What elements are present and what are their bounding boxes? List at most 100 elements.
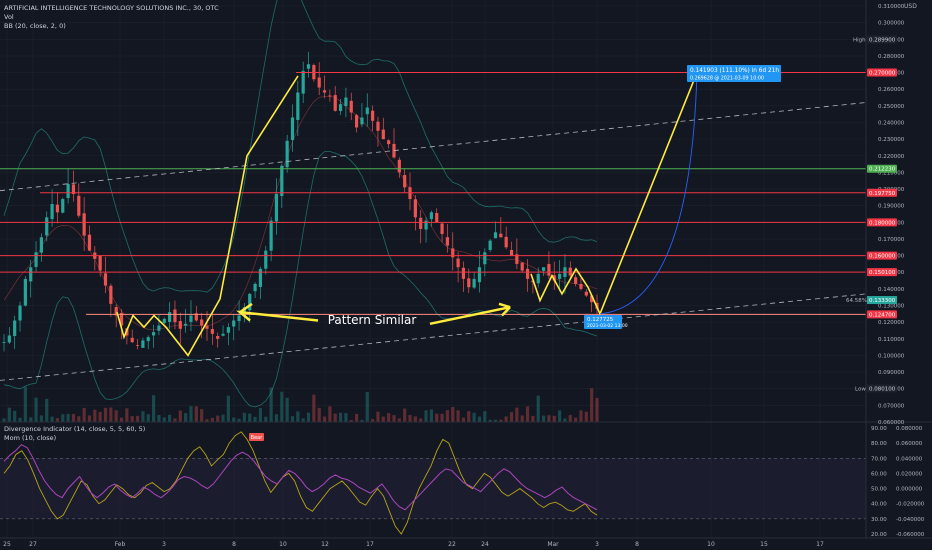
candle-body [285,140,289,168]
volume-bar [253,416,257,422]
candle-body [461,267,466,279]
volume-bar [397,418,401,422]
volume-bar [440,413,444,422]
volume-bars [2,386,599,422]
divergence-legend[interactable]: Divergence Indicator (14, close, 5, 5, 6… [4,425,146,433]
volume-bar [66,413,70,422]
volume-bar [274,414,279,422]
candle-body [509,249,514,256]
vol-legend[interactable]: Vol [4,13,14,21]
bb-lower [3,151,598,408]
candle-body [189,315,193,322]
volume-bar [515,407,519,422]
rsi-tick-label: 80.00 [871,441,887,447]
low-tag: Low [855,387,866,393]
volume-bar [77,416,81,422]
time-tick-label: 10 [279,541,287,548]
candle-body [77,195,81,216]
candle-body [445,237,450,246]
candle-body [376,121,380,131]
volume-bar [29,417,33,422]
bb-basis [3,96,598,331]
price-labels: 0.270000 0.212230 0.197750 0.180000 0.160000… [584,35,897,393]
candle-body [558,273,562,279]
candle-body [365,107,369,115]
candle-body [34,252,38,267]
candle-body [200,319,204,326]
candle-body [472,278,476,288]
volume-bar [242,412,247,422]
candle-body [248,293,252,311]
volume-bar [509,412,514,422]
volume-bar [403,408,407,422]
volume-bar [365,392,369,422]
candle-body [98,255,102,271]
candle-body [258,268,263,288]
time-tick-label: 3 [162,541,166,548]
volume-bar [488,419,492,422]
volume-bar [435,413,439,422]
candle-body [541,267,546,271]
volume-bar [499,419,503,422]
level-label: 0.197750 [869,191,896,197]
current-value: 0.133300 [869,298,896,304]
volume-bar [413,416,417,422]
candle-body [119,313,124,326]
price-tick-label: 0.170000 [878,237,905,243]
candle-body [269,220,273,251]
low-label-bg [867,384,897,393]
volume-bar [349,419,353,422]
candle-body [397,159,401,173]
candle-body [317,77,321,88]
candle-body [354,115,359,128]
volume-bar [23,386,27,422]
volume-bar [55,418,60,422]
candle-body [349,100,353,113]
candle-body [579,283,583,289]
candle-body [306,64,311,69]
volume-bar [525,406,530,422]
candle-body [141,340,145,348]
divergence-line [3,444,598,511]
level-label: 0.180000 [869,220,896,226]
arrow-left [236,302,319,322]
candle-body [440,223,444,234]
volume-bar [493,419,498,422]
volume-bar [558,410,562,422]
symbol-title[interactable]: ARTIFICIAL INTELLIGENCE TECHNOLOGY SOLUT… [4,4,219,12]
grid [0,0,866,538]
level-label-bg [867,251,897,260]
candle-body [590,295,594,303]
volume-bar [563,418,567,422]
volume-bar [301,418,305,422]
bb-legend[interactable]: BB (20, close, 2, 0) [4,22,66,30]
low-point-date: 2021-03-02 13:00 [587,323,628,329]
volume-bar [483,411,487,422]
volume-bar [317,407,321,422]
volume-bar [194,406,198,422]
volume-bar [269,387,273,422]
candle-body [210,329,214,334]
volume-bar [162,417,166,422]
volume-bar [536,395,540,422]
momentum-legend[interactable]: Mom (10, close) [4,434,57,442]
candle-body [515,254,519,264]
price-tick-label: 0.280000 [878,54,905,60]
candle-body [488,240,492,251]
volume-bar [467,411,471,422]
volume-bar [344,413,348,422]
candle-body [264,250,268,269]
mom-tick-label: -0.060000 [896,532,925,538]
volume-bar [547,415,551,422]
time-tick-label: 17 [366,541,374,548]
volume-bar [429,409,433,422]
volume-bar [408,414,412,422]
candle-body [403,175,407,188]
volume-bar [39,415,43,422]
upper-trend-line [0,102,867,192]
candle-body [574,277,578,284]
volume-bar [568,414,572,422]
candle-body [493,232,498,239]
candle-body [344,97,348,107]
